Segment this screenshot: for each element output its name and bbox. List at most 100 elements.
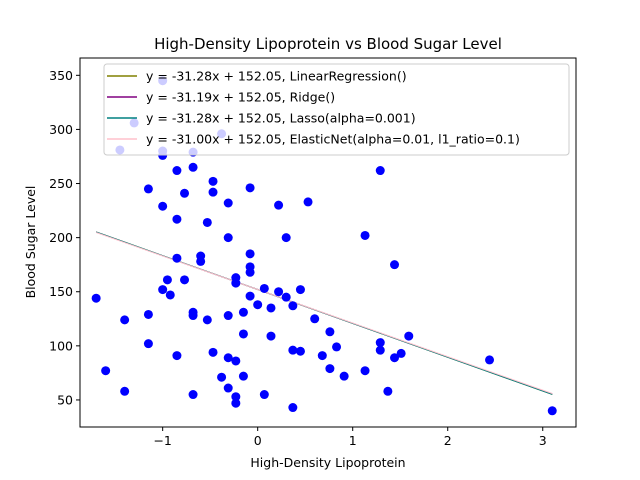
scatter-point [360,230,370,240]
scatter-point [274,287,284,297]
scatter-point [238,371,248,381]
scatter-point [288,301,298,311]
scatter-point [202,315,212,325]
scatter-point [317,351,327,361]
scatter-point [120,315,130,325]
y-axis-label: Blood Sugar Level [23,186,38,299]
scatter-point [295,285,305,295]
scatter-point [188,390,198,400]
y-tick-label: 300 [49,122,73,137]
scatter-point [143,339,153,349]
legend-box [103,63,570,156]
scatter-point [485,355,495,365]
scatter-point [101,366,111,376]
scatter-point [245,183,255,193]
chart-title: High-Density Lipoprotein vs Blood Sugar … [154,35,502,53]
scatter-point [281,292,291,302]
scatter-point [288,403,298,413]
scatter-point [295,346,305,356]
x-axis-ticks: −1 0 1 2 3 [153,427,547,448]
x-tick-label: 2 [444,433,452,448]
scatter-point [172,253,182,263]
scatter-point [208,347,218,357]
y-tick-label: 200 [49,230,73,245]
scatter-point [238,307,248,317]
legend: y = -31.28x + 152.05, LinearRegression()… [103,63,570,156]
x-axis-label: High-Density Lipoprotein [250,455,405,470]
scatter-point [223,311,233,321]
legend-entries: y = -31.28x + 152.05, LinearRegression()… [107,69,520,147]
scatter-point [375,345,385,355]
y-tick-label: 350 [49,68,73,83]
scatter-point [266,331,276,341]
legend-label-3: y = -31.00x + 152.05, ElasticNet(alpha=0… [146,132,520,147]
scatter-point [158,285,168,295]
scatter-point [120,386,130,396]
scatter-point [188,162,198,172]
scatter-point [274,200,284,210]
scatter-point [390,353,400,363]
scatter-point [288,345,298,355]
scatter-point [332,342,342,352]
scatter-point [223,353,233,363]
scatter-point [231,392,241,402]
scatter-point [158,201,168,211]
scatter-point [162,275,172,285]
scatter-point [188,311,198,321]
scatter-point [281,233,291,243]
scatter-point [310,314,320,324]
scatter-point [266,303,276,313]
scatter-point [390,260,400,270]
scatter-point [303,197,313,207]
legend-label-0: y = -31.28x + 152.05, LinearRegression() [146,69,407,84]
scatter-point [259,283,269,293]
scatter-point [383,386,393,396]
scatter-point [325,327,335,337]
scatter-point [231,278,241,288]
regression-lines [95,231,553,395]
scatter-point [143,309,153,319]
legend-label-1: y = -31.19x + 152.05, Ridge() [146,90,335,105]
scatter-point [180,188,190,198]
scatter-point [202,217,212,227]
scatter-point [172,351,182,361]
scatter-point [231,398,241,408]
scatter-point [259,390,269,400]
scatter-point [223,383,233,393]
regression-line-3 [95,232,553,394]
scatter-point [245,249,255,259]
scatter-point [375,166,385,176]
y-tick-label: 150 [49,284,73,299]
scatter-point [217,372,227,382]
scatter-point [165,290,175,300]
scatter-point [325,364,335,374]
scatter-point [231,356,241,366]
x-tick-label: 1 [349,433,357,448]
scatter-point [172,166,182,176]
scatter-point [245,291,255,301]
scatter-point [547,406,557,416]
scatter-point [360,366,370,376]
scatter-point [143,184,153,194]
x-tick-label: −1 [153,433,171,448]
scatter-point [404,331,414,341]
scatter-point [208,187,218,197]
scatter-point [238,329,248,339]
axes-frame [79,57,577,428]
y-tick-label: 100 [49,338,73,353]
y-tick-label: 50 [57,392,73,407]
scatter-point [208,176,218,186]
scatter-point [245,267,255,277]
scatter-point [91,293,101,303]
x-tick-label: 3 [539,433,547,448]
scatter-point [196,256,206,266]
scatter-point [223,233,233,243]
x-tick-label: 0 [254,433,262,448]
scatter-point [375,338,385,348]
legend-label-2: y = -31.28x + 152.05, Lasso(alpha=0.001) [146,111,416,126]
scatter-point [172,214,182,224]
scatter-point [223,198,233,208]
scatter-point [339,371,349,381]
scatter-points [91,76,557,416]
